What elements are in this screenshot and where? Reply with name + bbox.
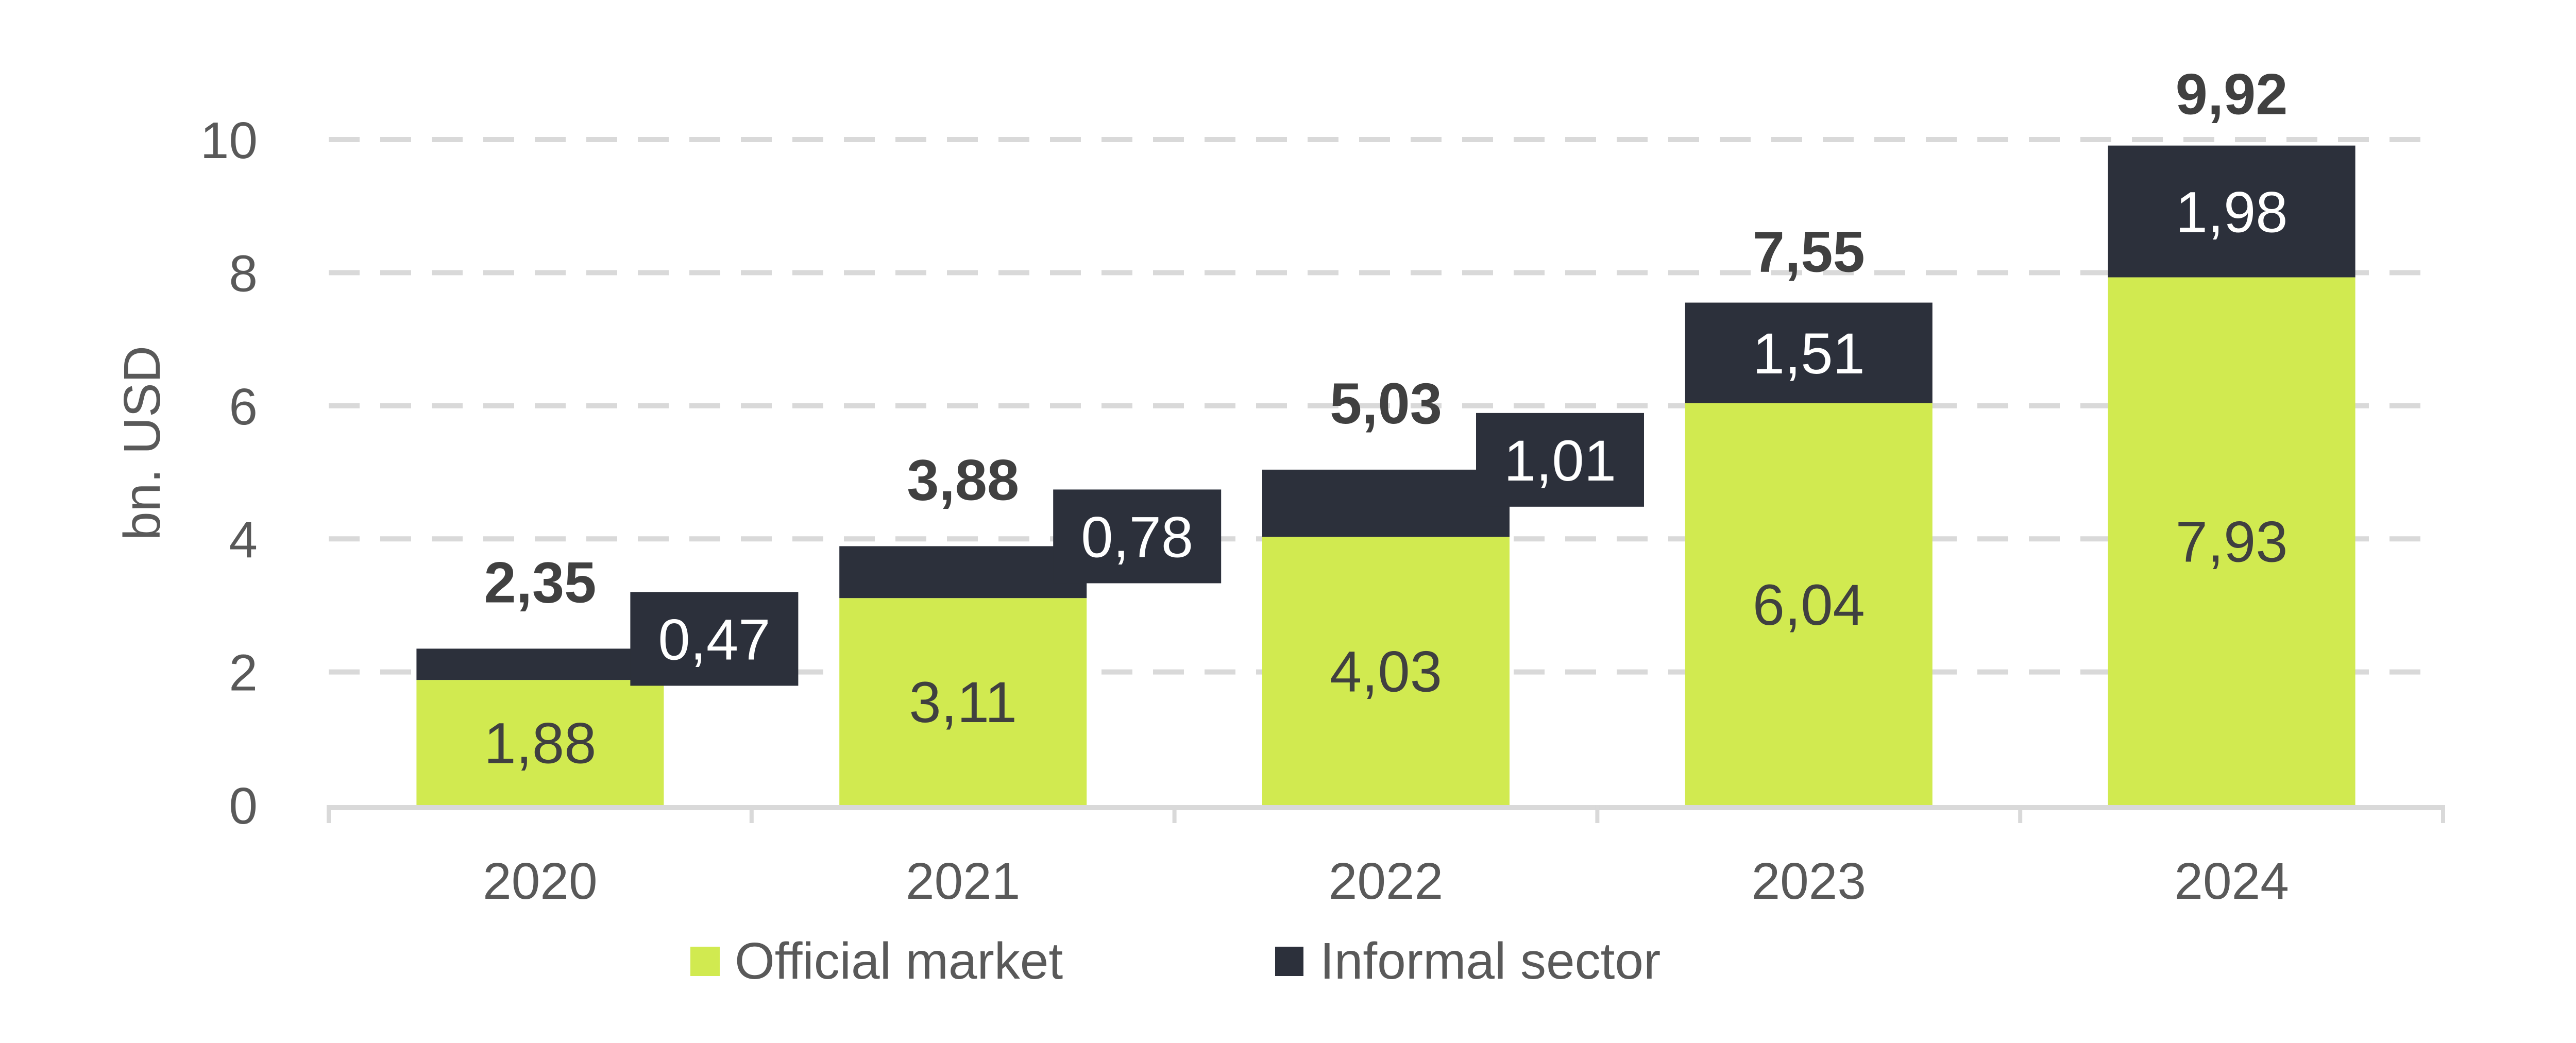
- data-label-informal-sector: 0,47: [658, 607, 770, 672]
- x-tick-label: 2024: [2174, 852, 2289, 910]
- x-axis-ticks: 2020 2021 2022 2023 2024: [483, 852, 2289, 910]
- legend-label-informal-sector: Informal sector: [1320, 932, 1660, 990]
- y-tick-label: 10: [200, 112, 258, 169]
- data-label-informal-sector: 1,51: [1753, 321, 1865, 386]
- data-label-informal-sector: 0,78: [1081, 505, 1193, 569]
- bar-group-2024: 7,93 1,98 9,92: [2108, 62, 2355, 805]
- data-label-box-informal-sector: [630, 592, 799, 686]
- data-label-box-informal-sector: [1476, 413, 1644, 507]
- bar-segment-informal-sector: [1685, 302, 1933, 403]
- bars: 1,88 0,47 2,35 3,11 0,78 3,88 4,03 1,01 5,03 6,04…: [416, 62, 2355, 805]
- legend-label-official-market: Official market: [735, 932, 1063, 990]
- y-tick-label: 6: [229, 378, 258, 436]
- y-tick-label: 4: [229, 511, 258, 569]
- data-label-box-informal-sector: [1053, 489, 1222, 584]
- bar-group-2020: 1,88 0,47 2,35: [416, 550, 799, 805]
- data-label-official-market: 7,93: [2176, 510, 2288, 574]
- bar-segment-official-market: [2108, 277, 2355, 805]
- bar-segment-informal-sector: [2108, 145, 2355, 278]
- data-label-total: 3,88: [907, 448, 1019, 512]
- x-tick-label: 2021: [906, 852, 1020, 910]
- y-tick-label: 0: [229, 777, 258, 835]
- data-label-official-market: 1,88: [484, 711, 596, 776]
- bar-segment-official-market: [416, 680, 664, 805]
- bar-segment-official-market: [1262, 537, 1510, 805]
- y-tick-label: 8: [229, 245, 258, 302]
- x-tick-label: 2022: [1329, 852, 1443, 910]
- bar-segment-informal-sector: [416, 648, 664, 680]
- x-tick-label: 2023: [1752, 852, 1866, 910]
- data-label-total: 2,35: [484, 550, 596, 614]
- legend-swatch-official-market: [690, 947, 720, 976]
- data-label-official-market: 4,03: [1330, 640, 1442, 704]
- y-tick-label: 2: [229, 644, 258, 702]
- data-label-official-market: 6,04: [1753, 573, 1865, 637]
- data-label-total: 7,55: [1753, 220, 1865, 284]
- bar-segment-informal-sector: [1262, 469, 1510, 537]
- legend: Official market Informal sector: [690, 932, 1660, 990]
- data-label-total: 9,92: [2176, 62, 2288, 126]
- data-label-informal-sector: 1,98: [2176, 180, 2288, 245]
- x-axis: [327, 805, 2445, 823]
- bar-group-2023: 6,04 1,51 7,55: [1685, 220, 1933, 805]
- bar-segment-informal-sector: [839, 546, 1087, 599]
- x-tick-label: 2020: [483, 852, 597, 910]
- data-label-official-market: 3,11: [909, 670, 1017, 734]
- y-axis-ticks: 0 2 4 6 8 10: [200, 112, 258, 835]
- bar-group-2022: 4,03 1,01 5,03: [1262, 371, 1644, 805]
- bar-group-2021: 3,11 0,78 3,88: [839, 448, 1222, 805]
- y-axis-label: bn. USD: [113, 346, 171, 540]
- bar-segment-official-market: [1685, 403, 1933, 805]
- data-label-total: 5,03: [1330, 371, 1442, 436]
- bar-segment-official-market: [839, 598, 1087, 805]
- data-label-informal-sector: 1,01: [1504, 429, 1616, 493]
- legend-swatch-informal-sector: [1275, 947, 1303, 976]
